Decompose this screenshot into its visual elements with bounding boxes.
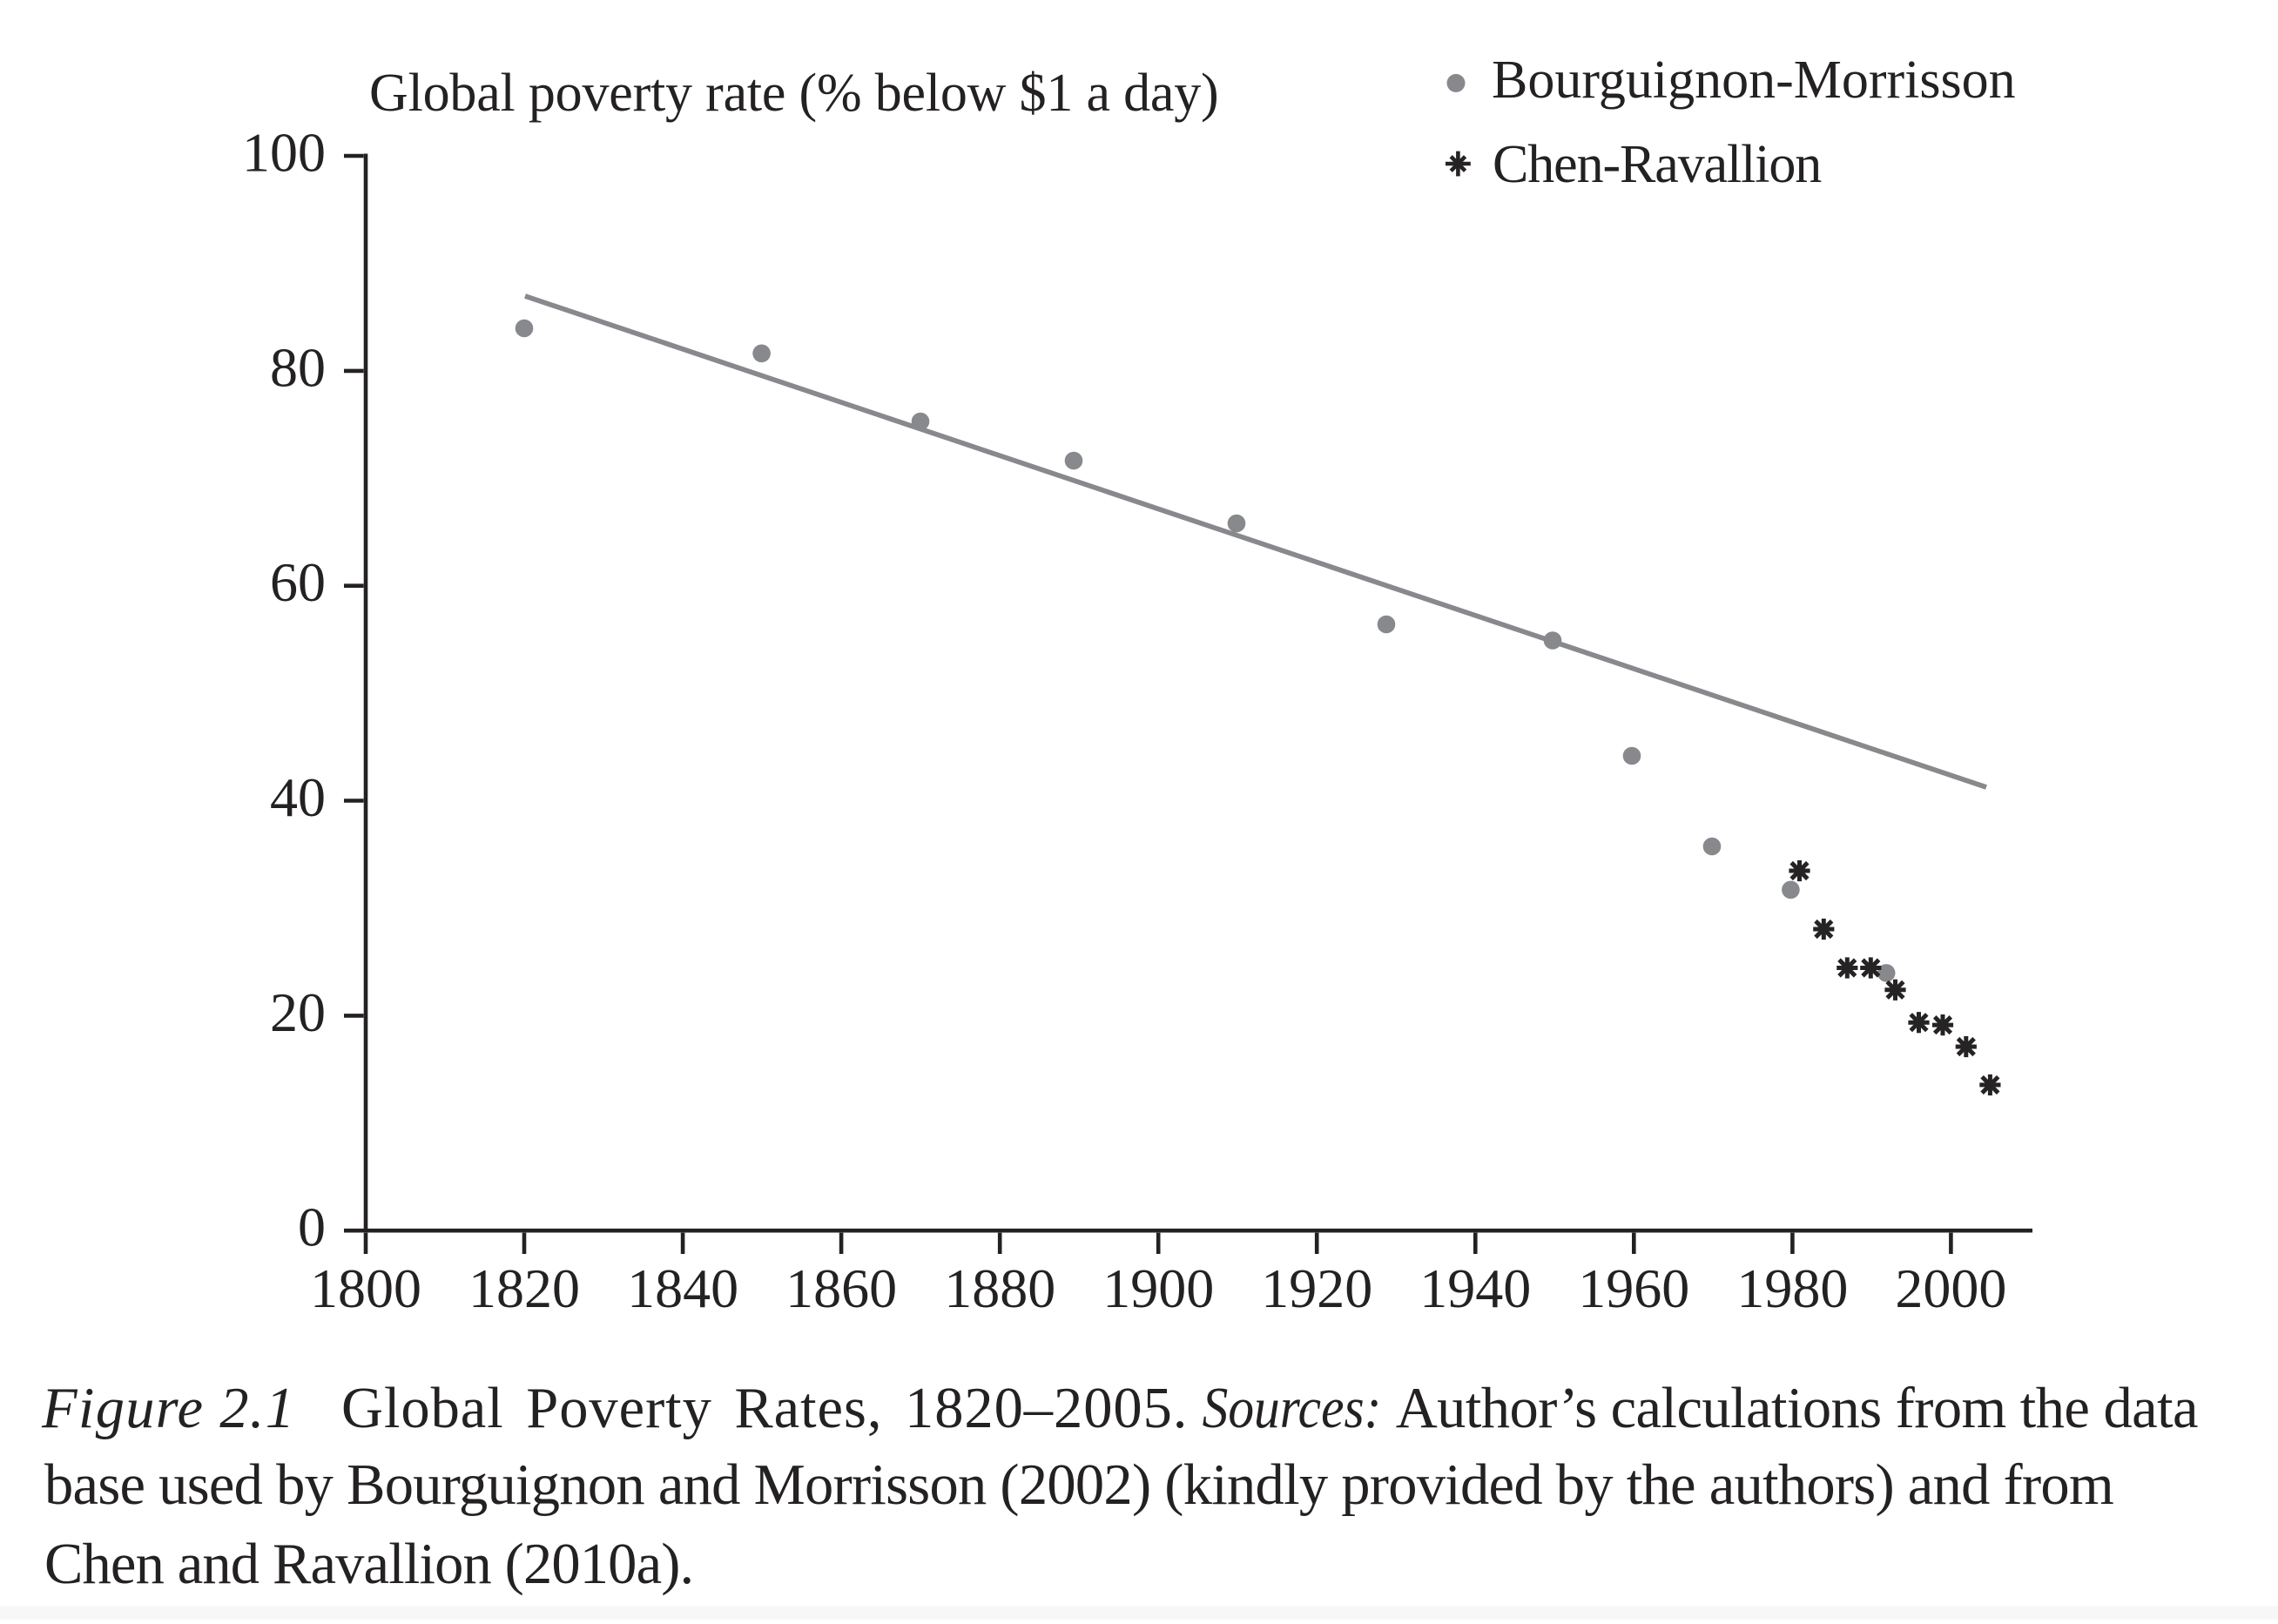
svg-text:1960: 1960	[1578, 1257, 1689, 1319]
svg-text:1940: 1940	[1419, 1257, 1531, 1319]
svg-text:60: 60	[270, 551, 326, 613]
svg-text:100: 100	[242, 122, 326, 184]
svg-text:80: 80	[270, 336, 326, 398]
svg-text:Author’s calculations from the: Author’s calculations from the data	[1396, 1377, 2198, 1440]
svg-text:0: 0	[298, 1196, 326, 1258]
svg-text:Chen and Ravallion (2010a).: Chen and Ravallion (2010a).	[44, 1533, 693, 1596]
svg-text:Global Poverty Rates, 1820–200: Global Poverty Rates, 1820–2005.	[341, 1377, 1188, 1440]
svg-text:Chen-Ravallion: Chen-Ravallion	[1493, 135, 1822, 194]
svg-text:base used by Bourguignon and M: base used by Bourguignon and Morrisson (…	[44, 1453, 2113, 1517]
svg-text:1860: 1860	[785, 1257, 897, 1319]
svg-text:1980: 1980	[1736, 1257, 1848, 1319]
svg-text:1880: 1880	[944, 1257, 1055, 1319]
svg-text:1920: 1920	[1261, 1257, 1372, 1319]
svg-text:Figure 2.1: Figure 2.1	[41, 1377, 295, 1440]
svg-text:1900: 1900	[1102, 1257, 1214, 1319]
svg-text:1820: 1820	[468, 1257, 580, 1319]
svg-text:Bourguignon-Morrisson: Bourguignon-Morrisson	[1492, 51, 2016, 110]
svg-text:Sources:: Sources:	[1203, 1376, 1382, 1440]
svg-text:1840: 1840	[627, 1257, 738, 1319]
svg-text:40: 40	[270, 766, 326, 828]
svg-text:Global poverty rate (% below $: Global poverty rate (% below $1 a day)	[369, 64, 1218, 123]
svg-text:1800: 1800	[310, 1257, 421, 1319]
svg-text:2000: 2000	[1895, 1257, 2006, 1319]
svg-text:20: 20	[270, 981, 326, 1043]
